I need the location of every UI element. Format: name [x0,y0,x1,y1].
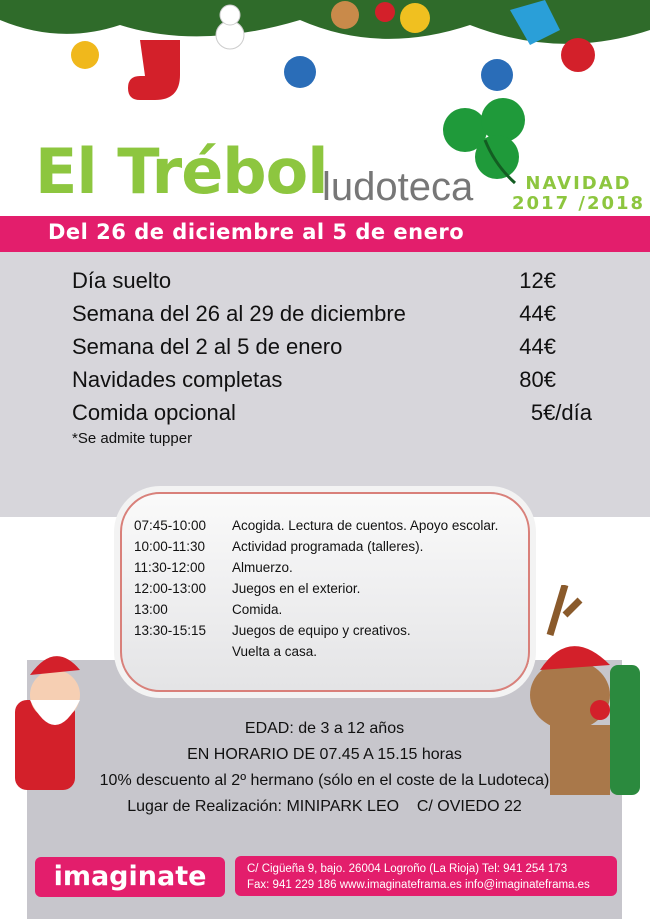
price-list: Día suelto 12€ Semana del 26 al 29 de dic… [0,252,650,517]
schedule-card: 07:45-10:00 Acogida. Lectura de cuentos. … [120,492,530,692]
price-value: 80€ [519,367,556,392]
contact-address: C/ Cigüeña 9, bajo. 26004 Logroño (La Ri… [247,863,568,875]
reindeer-illustration [484,585,640,795]
price-label: Comida opcional [72,400,236,425]
location-info: Lugar de Realización: MINIPARK LEO C/ OV… [127,798,522,815]
schedule-row: 11:30-12:00 Almuerzo. [134,560,529,575]
schedule-activity: Actividad programada (talleres). [232,539,424,554]
schedule-row: 13:00 Comida. [134,602,529,617]
schedule-row: 10:00-11:30 Actividad programada (tallere… [134,539,529,554]
schedule-time: 07:45-10:00 [134,518,207,533]
schedule-row: 12:00-13:00 Juegos en el exterior. [134,581,529,596]
price-value: 44€ [519,334,556,359]
price-value: 44€ [519,301,556,326]
schedule-time: 13:30-15:15 [134,623,207,638]
price-value: 12€ [519,268,556,293]
price-row: Comida opcional 5€/día [72,400,592,426]
schedule-time: 12:00-13:00 [134,581,207,596]
price-row: Navidades completas 80€ [72,367,592,393]
brand-title: El Trébol [35,135,329,208]
price-label: Día suelto [72,268,172,293]
santa-claus-illustration [15,656,80,790]
schedule-row: 13:30-15:15 Juegos de equipo y creativos. [134,623,529,638]
brand-subtitle: ludoteca [322,165,474,209]
date-range: Del 26 de diciembre al 5 de enero [48,220,465,244]
schedule-activity: Juegos en el exterior. [232,581,361,596]
price-label: Navidades completas [72,367,283,392]
schedule-time [134,644,232,659]
price-row: Día suelto 12€ [72,268,592,294]
schedule-time: 11:30-12:00 [134,560,206,575]
schedule-activity: Comida. [232,602,283,617]
schedule-time: 10:00-11:30 [134,539,206,554]
season-title: NAVIDAD [525,173,632,194]
schedule-row: Vuelta a casa. [134,644,529,659]
tupper-note: *Se admite tupper [72,430,193,447]
price-label: Semana del 26 al 29 de diciembre [72,301,406,326]
schedule-activity: Vuelta a casa. [232,644,318,659]
schedule-info: EN HORARIO DE 07.45 A 15.15 horas [187,746,462,763]
price-value: 5€/día [530,400,592,425]
christmas-garland-decoration [0,0,650,100]
schedule-time: 13:00 [134,602,168,617]
price-label: Semana del 2 al 5 de enero [72,334,343,359]
season-years: 2017 /2018 [512,193,646,214]
schedule-activity: Acogida. Lectura de cuentos. Apoyo escol… [232,518,499,533]
contact-box: C/ Cigüeña 9, bajo. 26004 Logroño (La Ri… [235,856,617,896]
age-info: EDAD: de 3 a 12 años [244,720,405,737]
imaginate-logo: imaginate [35,857,225,897]
contact-web-email: Fax: 941 229 186 www.imaginateframa.es i… [247,879,590,891]
clover-icon [443,98,525,185]
schedule-activity: Juegos de equipo y creativos. [232,623,411,638]
discount-info: 10% descuento al 2º hermano (sólo en el … [99,772,550,789]
schedule-row: 07:45-10:00 Acogida. Lectura de cuentos. … [134,518,529,533]
price-row: Semana del 26 al 29 de diciembre 44€ [72,301,592,327]
schedule-activity: Almuerzo. [232,560,293,575]
date-banner: Del 26 de diciembre al 5 de enero [0,216,650,252]
season-label: NAVIDAD 2017 /2018 [512,174,645,214]
price-row: Semana del 2 al 5 de enero 44€ [72,334,592,360]
